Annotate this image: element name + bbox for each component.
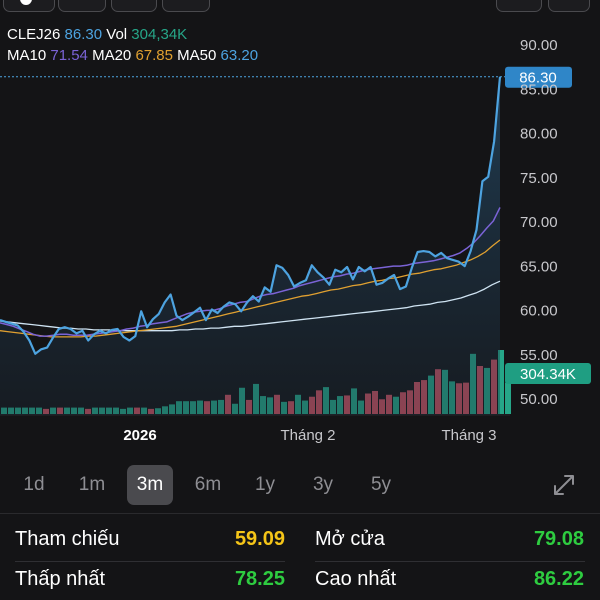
price-line [0,76,502,355]
y-tick-label: 85.00 [520,81,558,98]
tab-3m[interactable]: 3m [127,465,173,505]
tab-3y[interactable]: 3y [312,474,334,495]
ma50-line [0,280,501,332]
y-tick-label: 80.00 [520,126,558,143]
top-toolbar [0,0,600,12]
ma20-label: MA20 [92,47,132,64]
layout-button[interactable] [58,0,106,12]
settings-button[interactable] [496,0,542,12]
y-tick-label: 55.00 [520,347,558,364]
volume-bar [505,382,511,414]
x-tick-label: 2026 [123,427,156,444]
row-divider [15,561,285,562]
x-tick-label: Tháng 2 [280,427,335,444]
y-tick-label: 65.00 [520,258,558,275]
y-tick-label: 60.00 [520,303,558,320]
section-divider [0,513,600,514]
low-price-value: 78.25 [234,568,285,590]
open-price-value: 79.08 [533,528,584,550]
ma50-label: MA50 [177,47,217,64]
price-area-fill [0,76,500,415]
tab-5y[interactable]: 5y [370,474,392,495]
volume-bar [498,350,504,414]
tab-1m[interactable]: 1m [78,474,106,495]
volume-tag [505,363,591,384]
tab-1y[interactable]: 1y [254,474,276,495]
x-tick-label: Tháng 3 [441,427,496,444]
ref-price-label: Tham chiếu [15,528,120,550]
ma-legend: MA10 71.54 MA20 67.85 MA50 63.20 [7,47,258,64]
chart-type-button[interactable] [3,0,55,12]
open-price-label: Mở cửa [315,528,385,550]
tab-6m[interactable]: 6m [194,474,222,495]
high-price-label: Cao nhất [315,568,397,590]
ma20-line [0,239,501,338]
volume-label: Vol [106,26,128,43]
price-legend: CLEJ26 86.30 Vol 304,34K [7,26,187,43]
high-price-value: 86.22 [533,568,584,590]
y-tick-label: 50.00 [520,391,558,408]
ma10-value: 71.54 [50,47,88,64]
ref-price-value: 59.09 [234,528,285,550]
last-price-tag-text: 86.30 [519,70,557,87]
volume-value: 304,34K [131,26,188,43]
y-tick-label: 75.00 [520,170,558,187]
ma10-label: MA10 [7,47,47,64]
symbol-label: CLEJ26 [7,26,61,43]
row-divider [315,561,585,562]
fullscreen-button[interactable] [548,0,590,12]
draw-tool-button[interactable] [162,0,210,12]
y-tick-label: 70.00 [520,214,558,231]
expand-icon[interactable] [552,473,576,497]
price-value: 86.30 [64,26,103,43]
ma50-value: 63.20 [220,47,259,64]
low-price-label: Thấp nhất [15,568,106,590]
volume-tag-text: 304.34K [520,366,576,383]
last-price-tag [505,66,572,88]
ma20-value: 67.85 [135,47,173,64]
tab-1d[interactable]: 1d [23,474,45,495]
y-tick-label: 90.00 [520,37,558,54]
indicator-dot-icon [20,0,32,5]
fx-button[interactable] [111,0,157,12]
price-chart[interactable]: 86.30 90.00 85.00 80.00 75.00 70.00 65.00 60.00… [0,28,600,453]
